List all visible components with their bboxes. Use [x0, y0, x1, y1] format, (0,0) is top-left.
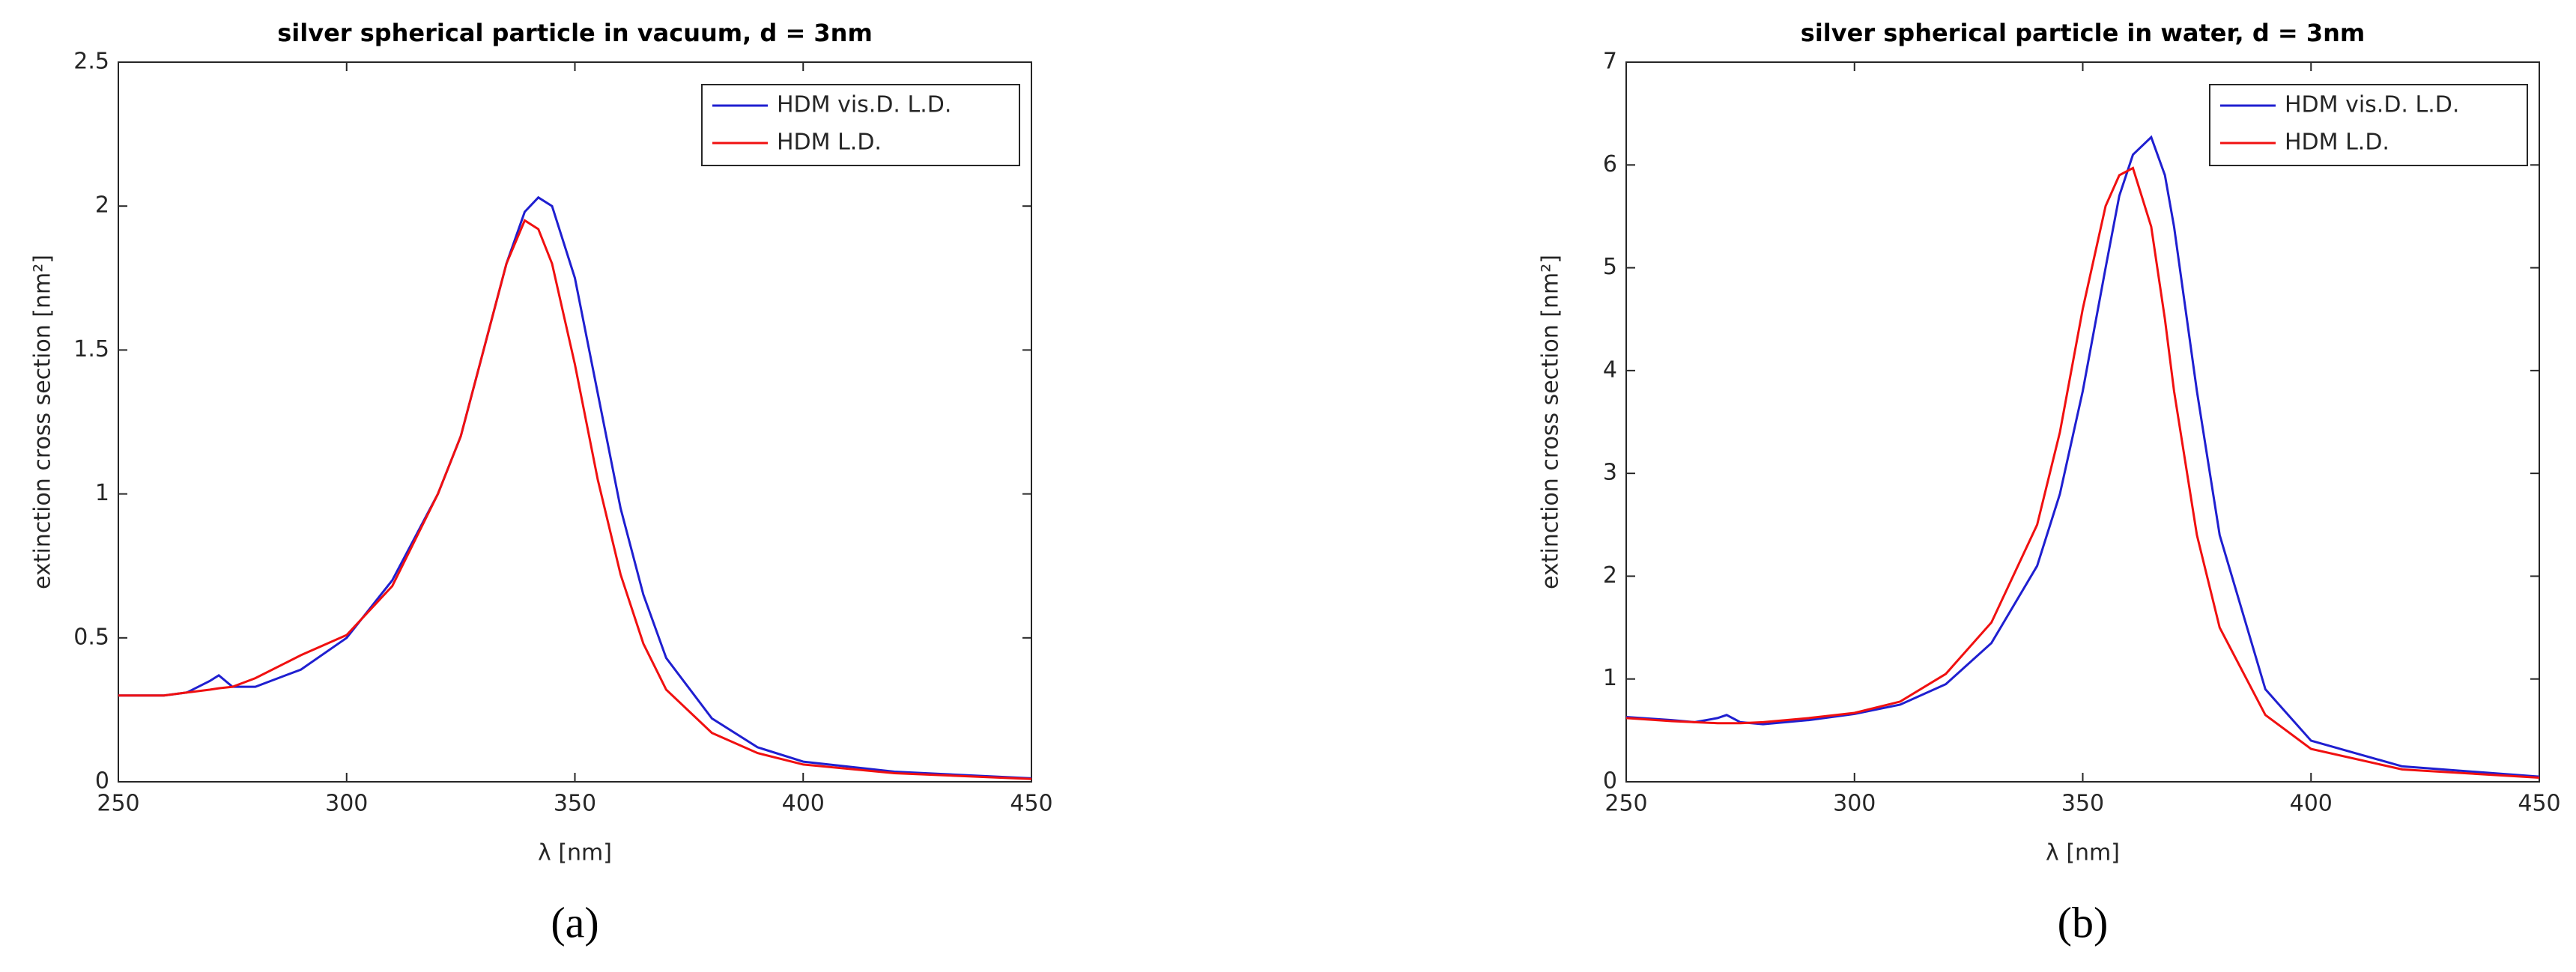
x-tick-label: 300 — [1833, 791, 1876, 817]
y-tick-label: 3 — [1603, 460, 1617, 486]
panel-label: (a) — [551, 898, 598, 947]
y-tick-label: 2 — [1603, 562, 1617, 589]
y-tick-label: 0 — [1603, 768, 1617, 795]
legend-box — [701, 84, 1020, 166]
y-tick-label: 6 — [1603, 151, 1617, 177]
y-tick-label: 5 — [1603, 254, 1617, 280]
x-tick-label: 400 — [2290, 791, 2333, 817]
y-axis-label: extinction cross section [nm²] — [30, 255, 56, 589]
y-tick-label: 2 — [95, 192, 109, 219]
y-tick-label: 4 — [1603, 356, 1617, 383]
chart-panel: silver spherical particle in water, d = … — [1538, 19, 2561, 947]
x-tick-label: 300 — [325, 791, 368, 817]
chart-panel: silver spherical particle in vacuum, d =… — [30, 19, 1053, 947]
plot-area — [1625, 61, 2540, 783]
data-line — [118, 219, 1032, 780]
x-tick-label: 400 — [782, 791, 825, 817]
y-tick-label: 7 — [1603, 49, 1617, 75]
x-tick-label: 250 — [97, 791, 139, 817]
x-tick-label: 250 — [1604, 791, 1647, 817]
x-axis-label: λ [nm] — [538, 840, 612, 866]
legend-label: HDM L.D. — [2285, 130, 2389, 156]
data-line — [1625, 166, 2540, 779]
y-tick-label: 0 — [95, 768, 109, 795]
x-tick-label: 350 — [554, 791, 596, 817]
chart-title: silver spherical particle in water, d = … — [1801, 19, 2365, 47]
data-line — [1625, 135, 2540, 778]
x-tick-label: 350 — [2061, 791, 2104, 817]
y-tick-label: 1.5 — [73, 336, 109, 362]
legend-box — [2209, 84, 2528, 166]
x-tick-label: 450 — [1010, 791, 1052, 817]
y-axis-label: extinction cross section [nm²] — [1538, 255, 1564, 589]
y-tick-label: 2.5 — [73, 49, 109, 75]
panel-label: (b) — [2058, 898, 2109, 947]
x-tick-label: 450 — [2518, 791, 2560, 817]
y-tick-label: 1 — [1603, 665, 1617, 691]
legend-label: HDM vis.D. L.D. — [2285, 92, 2459, 118]
x-axis-label: λ [nm] — [2046, 840, 2120, 866]
y-tick-label: 0.5 — [73, 624, 109, 650]
legend-label: HDM L.D. — [777, 130, 882, 156]
plot-area — [118, 61, 1032, 783]
legend-label: HDM vis.D. L.D. — [777, 92, 951, 118]
chart-title: silver spherical particle in vacuum, d =… — [277, 19, 873, 47]
y-tick-label: 1 — [95, 480, 109, 506]
